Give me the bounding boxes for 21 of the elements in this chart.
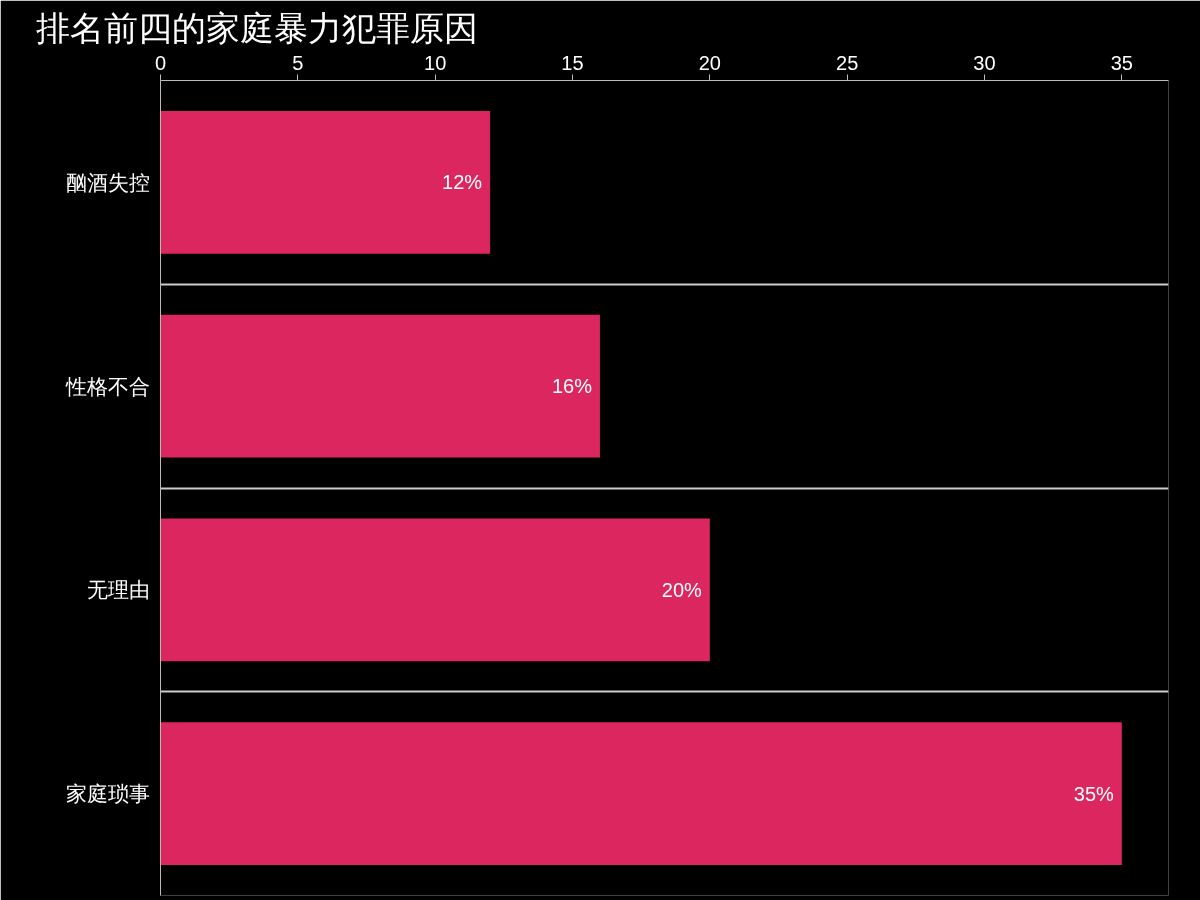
bar — [160, 314, 600, 458]
x-tick-label: 15 — [561, 51, 584, 74]
x-tick-label: 20 — [698, 51, 721, 74]
data-label: 16% — [551, 375, 593, 398]
x-tick-label: 0 — [154, 51, 167, 74]
x-tick-label: 25 — [836, 51, 859, 74]
x-tick-label: 30 — [973, 51, 996, 74]
x-tick-label: 35 — [1110, 51, 1133, 74]
y-tick-label: 无理由 — [86, 578, 150, 602]
chart-title: 排名前四的家庭暴力犯罪原因 — [35, 7, 478, 48]
x-tick-label: 10 — [424, 51, 447, 74]
data-label: 35% — [1073, 782, 1115, 805]
bar — [160, 722, 1122, 865]
data-label: 12% — [442, 171, 483, 194]
y-tick-label: 家庭琐事 — [65, 782, 150, 806]
y-tick-label: 性格不合 — [64, 374, 150, 398]
bar — [160, 111, 491, 254]
data-label: 20% — [661, 578, 703, 601]
x-tick-label: 5 — [292, 51, 304, 74]
y-tick-label: 酗酒失控 — [65, 170, 150, 194]
bar — [160, 518, 710, 662]
